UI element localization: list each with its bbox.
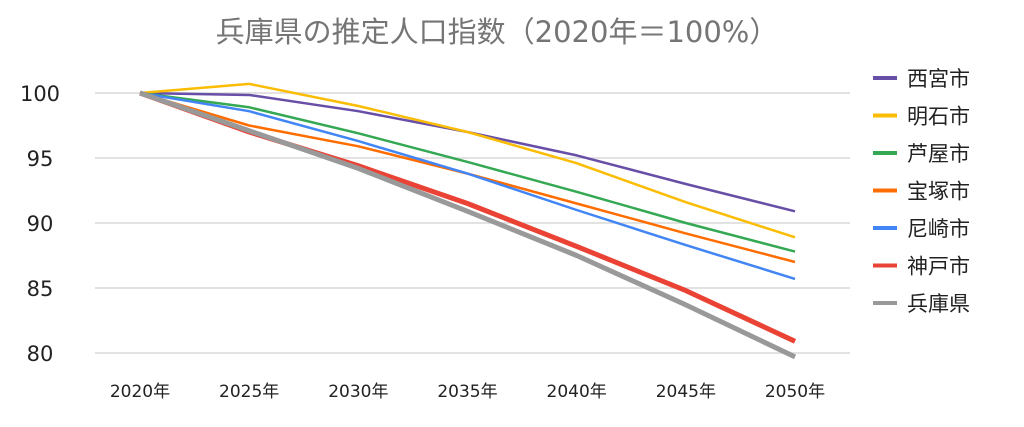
x-axis-ticks: 2020年 2025年 2030年 2035年 2040年 2045年 2050年 — [110, 382, 825, 402]
series-line-3 — [140, 93, 795, 262]
x-tick-label: 2030年 — [328, 382, 388, 402]
legend-label: 尼崎市 — [907, 217, 970, 241]
legend-label: 明石市 — [907, 105, 970, 129]
x-tick-label: 2045年 — [656, 382, 716, 402]
series-line-5 — [140, 93, 795, 341]
y-axis-ticks: 100 95 90 85 80 — [20, 82, 60, 366]
y-tick-label: 95 — [27, 147, 54, 171]
x-tick-label: 2025年 — [219, 382, 279, 402]
chart-title: 兵庫県の推定人口指数（2020年＝100%） — [216, 15, 779, 49]
y-tick-label: 85 — [27, 277, 54, 301]
legend-label: 宝塚市 — [907, 180, 970, 204]
y-tick-label: 80 — [27, 342, 54, 366]
x-tick-label: 2035年 — [437, 382, 497, 402]
legend-label: 西宮市 — [907, 67, 970, 91]
series-line-0 — [140, 93, 795, 211]
x-tick-label: 2020年 — [110, 382, 170, 402]
y-tick-label: 90 — [27, 212, 54, 236]
series-lines — [140, 84, 795, 357]
legend-label: 芦屋市 — [907, 142, 970, 166]
legend-label: 兵庫県 — [907, 292, 970, 316]
x-tick-label: 2040年 — [547, 382, 607, 402]
y-tick-label: 100 — [20, 82, 60, 106]
legend-label: 神戸市 — [907, 255, 970, 279]
x-tick-label: 2050年 — [765, 382, 825, 402]
